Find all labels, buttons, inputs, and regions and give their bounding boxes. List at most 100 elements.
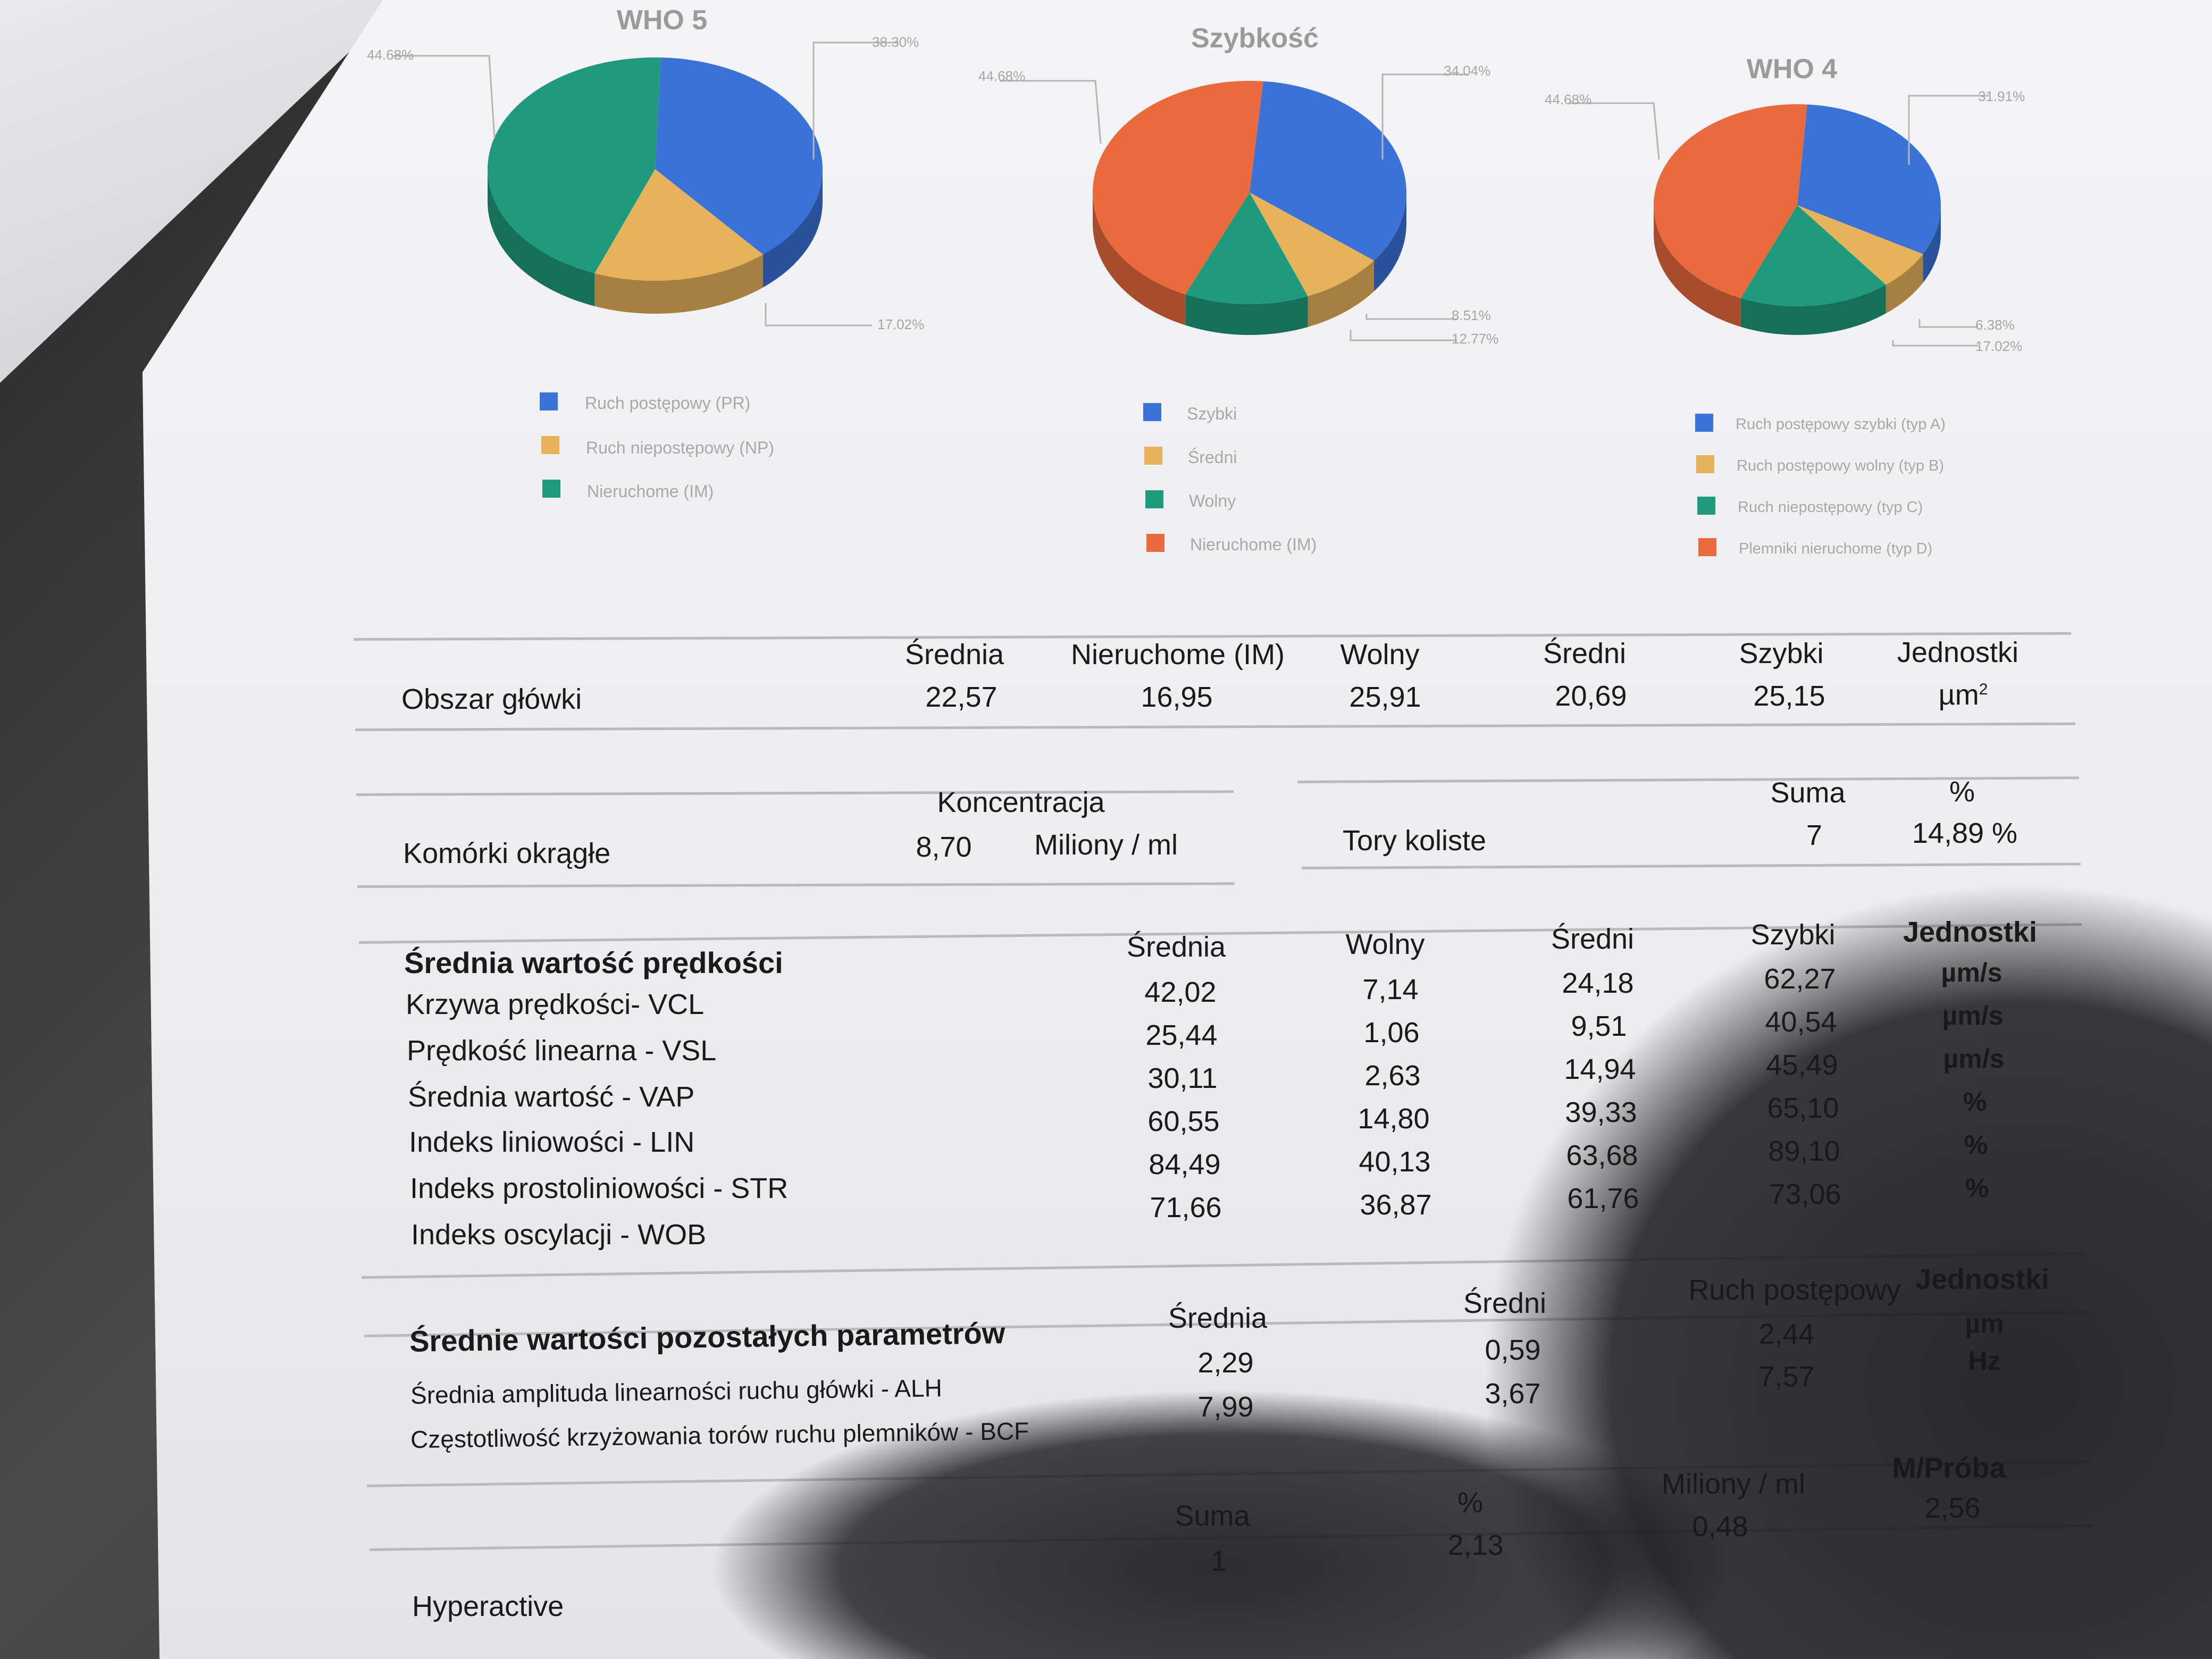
- pct-who5-bottom: 17.02%: [877, 316, 925, 332]
- col-header: Średni: [1543, 638, 1627, 669]
- cell-value: 30,11: [1147, 1062, 1218, 1094]
- cell-value: 36,87: [1360, 1189, 1432, 1221]
- row-label: Średnia wartość - VAP: [408, 1081, 695, 1113]
- col-header: Wolny: [1340, 639, 1420, 671]
- cell-value: 16,95: [1141, 681, 1213, 713]
- legend-item: Średni: [1188, 448, 1237, 467]
- cell-value: 73,06: [1769, 1178, 1841, 1210]
- row-label: Hyperactive: [412, 1590, 564, 1622]
- pct-who5-left: 44.68%: [367, 47, 414, 63]
- legend-item: Wolny: [1189, 491, 1236, 510]
- cell-value: 9,51: [1571, 1010, 1627, 1042]
- cell-unit: µm/s: [1943, 1044, 2005, 1074]
- legend-item: Plemniki nieruchome (typ D): [1739, 540, 1933, 557]
- legend-item: Ruch postępowy (PR): [585, 393, 751, 413]
- cell-value: 42,02: [1144, 976, 1217, 1008]
- legend-swatch: [1145, 490, 1163, 508]
- row-label: Tory koliste: [1343, 825, 1487, 857]
- cell-value: 25,15: [1753, 680, 1825, 712]
- pct-who4-left: 44.68%: [1545, 91, 1592, 107]
- col-header: %: [1457, 1487, 1484, 1519]
- pie-charts-svg: [393, 41, 1989, 347]
- row-label: Indeks oscylacji - WOB: [411, 1219, 707, 1251]
- cell-value: 7,14: [1362, 974, 1419, 1006]
- col-header: Średnia: [1126, 931, 1226, 963]
- cell-value: 63,68: [1566, 1139, 1638, 1171]
- cell-value: 45,49: [1766, 1049, 1838, 1081]
- pct-szyb-left: 44.68%: [978, 68, 1026, 84]
- cell-value: 25,44: [1145, 1019, 1218, 1051]
- unit-text: µm: [1938, 679, 1979, 711]
- cell-value: 7,99: [1197, 1391, 1254, 1423]
- cell-value: 2,56: [1924, 1492, 1981, 1524]
- cell-unit: µm/s: [1941, 958, 2002, 987]
- row-label: Indeks prostoliniowości - STR: [410, 1172, 789, 1204]
- section-title: Średnia wartość prędkości: [404, 946, 783, 979]
- col-header: Szybki: [1739, 638, 1824, 669]
- cell-value: 7,57: [1758, 1361, 1815, 1393]
- col-header: Jednostki: [1903, 916, 2038, 948]
- cell-value: 25,91: [1349, 681, 1421, 713]
- col-header: Ruch postępowy: [1688, 1274, 1901, 1306]
- legend-item: Szybki: [1187, 404, 1237, 423]
- cell-unit: %: [1965, 1173, 1989, 1203]
- cell-value: 1,06: [1363, 1017, 1420, 1049]
- cell-value: 62,27: [1764, 963, 1836, 995]
- cell-value: 7: [1806, 819, 1823, 851]
- col-header: Nieruchome (IM): [1070, 639, 1285, 671]
- legend-swatch: [541, 436, 559, 454]
- cell-value: 2,63: [1364, 1060, 1421, 1092]
- cell-value: 22,57: [925, 681, 998, 713]
- cell-value: 3,67: [1485, 1378, 1541, 1410]
- cell-value: 24,18: [1562, 967, 1634, 999]
- legend-item: Ruch postępowy szybki (typ A): [1736, 416, 1946, 433]
- legend-item: Ruch postępowy wolny (typ B): [1737, 457, 1945, 474]
- cell-unit: µm: [1965, 1309, 2004, 1338]
- col-header: %: [1949, 776, 1975, 808]
- cell-value: 2,44: [1758, 1318, 1815, 1350]
- col-header: Suma: [1175, 1500, 1250, 1532]
- col-header: Średni: [1463, 1287, 1547, 1319]
- legend-swatch: [1696, 455, 1714, 473]
- pct-who5-top: 38.30%: [872, 34, 919, 50]
- pct-szyb-bottom2: 12.77%: [1452, 331, 1499, 347]
- cell-value: 60,55: [1147, 1105, 1220, 1137]
- unit-superscript: 2: [1979, 681, 1988, 698]
- legend-item: Nieruchome (IM): [1190, 535, 1317, 554]
- legend-item: Ruch niepostępowy (NP): [586, 438, 774, 457]
- cell-value: 14,94: [1564, 1053, 1636, 1085]
- cell-value: 14,89 %: [1912, 817, 2018, 849]
- cell-unit: Hz: [1968, 1346, 2001, 1376]
- cell-value: 65,10: [1767, 1092, 1839, 1124]
- legend-swatch: [1697, 497, 1715, 515]
- cell-unit: Miliony / ml: [1034, 829, 1178, 861]
- legend-swatch: [1698, 538, 1716, 556]
- cell-value: 20,69: [1555, 680, 1627, 712]
- col-header: Wolny: [1345, 928, 1425, 960]
- cell-value: 0,48: [1692, 1511, 1748, 1543]
- cell-value: 2,29: [1197, 1347, 1254, 1379]
- cell-unit: µm/s: [1942, 1001, 2004, 1030]
- cell-value: 1: [1210, 1545, 1227, 1577]
- legend-item: Nieruchome (IM): [587, 482, 714, 501]
- pct-who4-bottom1: 6.38%: [1975, 317, 2015, 333]
- col-header: Jednostki: [1897, 636, 2019, 668]
- cell-value: 8,70: [916, 831, 972, 863]
- row-label: Komórki okrągłe: [403, 837, 611, 869]
- legend-swatch: [542, 480, 560, 498]
- pct-who4-bottom2: 17.02%: [1975, 338, 2023, 354]
- cell-value: 40,13: [1359, 1146, 1431, 1178]
- col-header: Średnia: [904, 639, 1004, 671]
- cell-value: 39,33: [1565, 1096, 1637, 1128]
- pct-who4-top: 31.91%: [1978, 88, 2025, 104]
- col-header: Miliony / ml: [1661, 1468, 1806, 1500]
- row-label: Indeks liniowości - LIN: [409, 1126, 695, 1158]
- legend-swatch: [1146, 534, 1164, 552]
- cell-value: 61,76: [1567, 1183, 1639, 1214]
- cell-value: 2,13: [1447, 1529, 1504, 1561]
- cell-unit: µm2: [1939, 678, 1988, 711]
- cell-unit: %: [1964, 1130, 1988, 1160]
- legend-swatch: [1143, 403, 1161, 421]
- cell-value: 40,54: [1765, 1006, 1837, 1038]
- col-header: Suma: [1770, 777, 1846, 809]
